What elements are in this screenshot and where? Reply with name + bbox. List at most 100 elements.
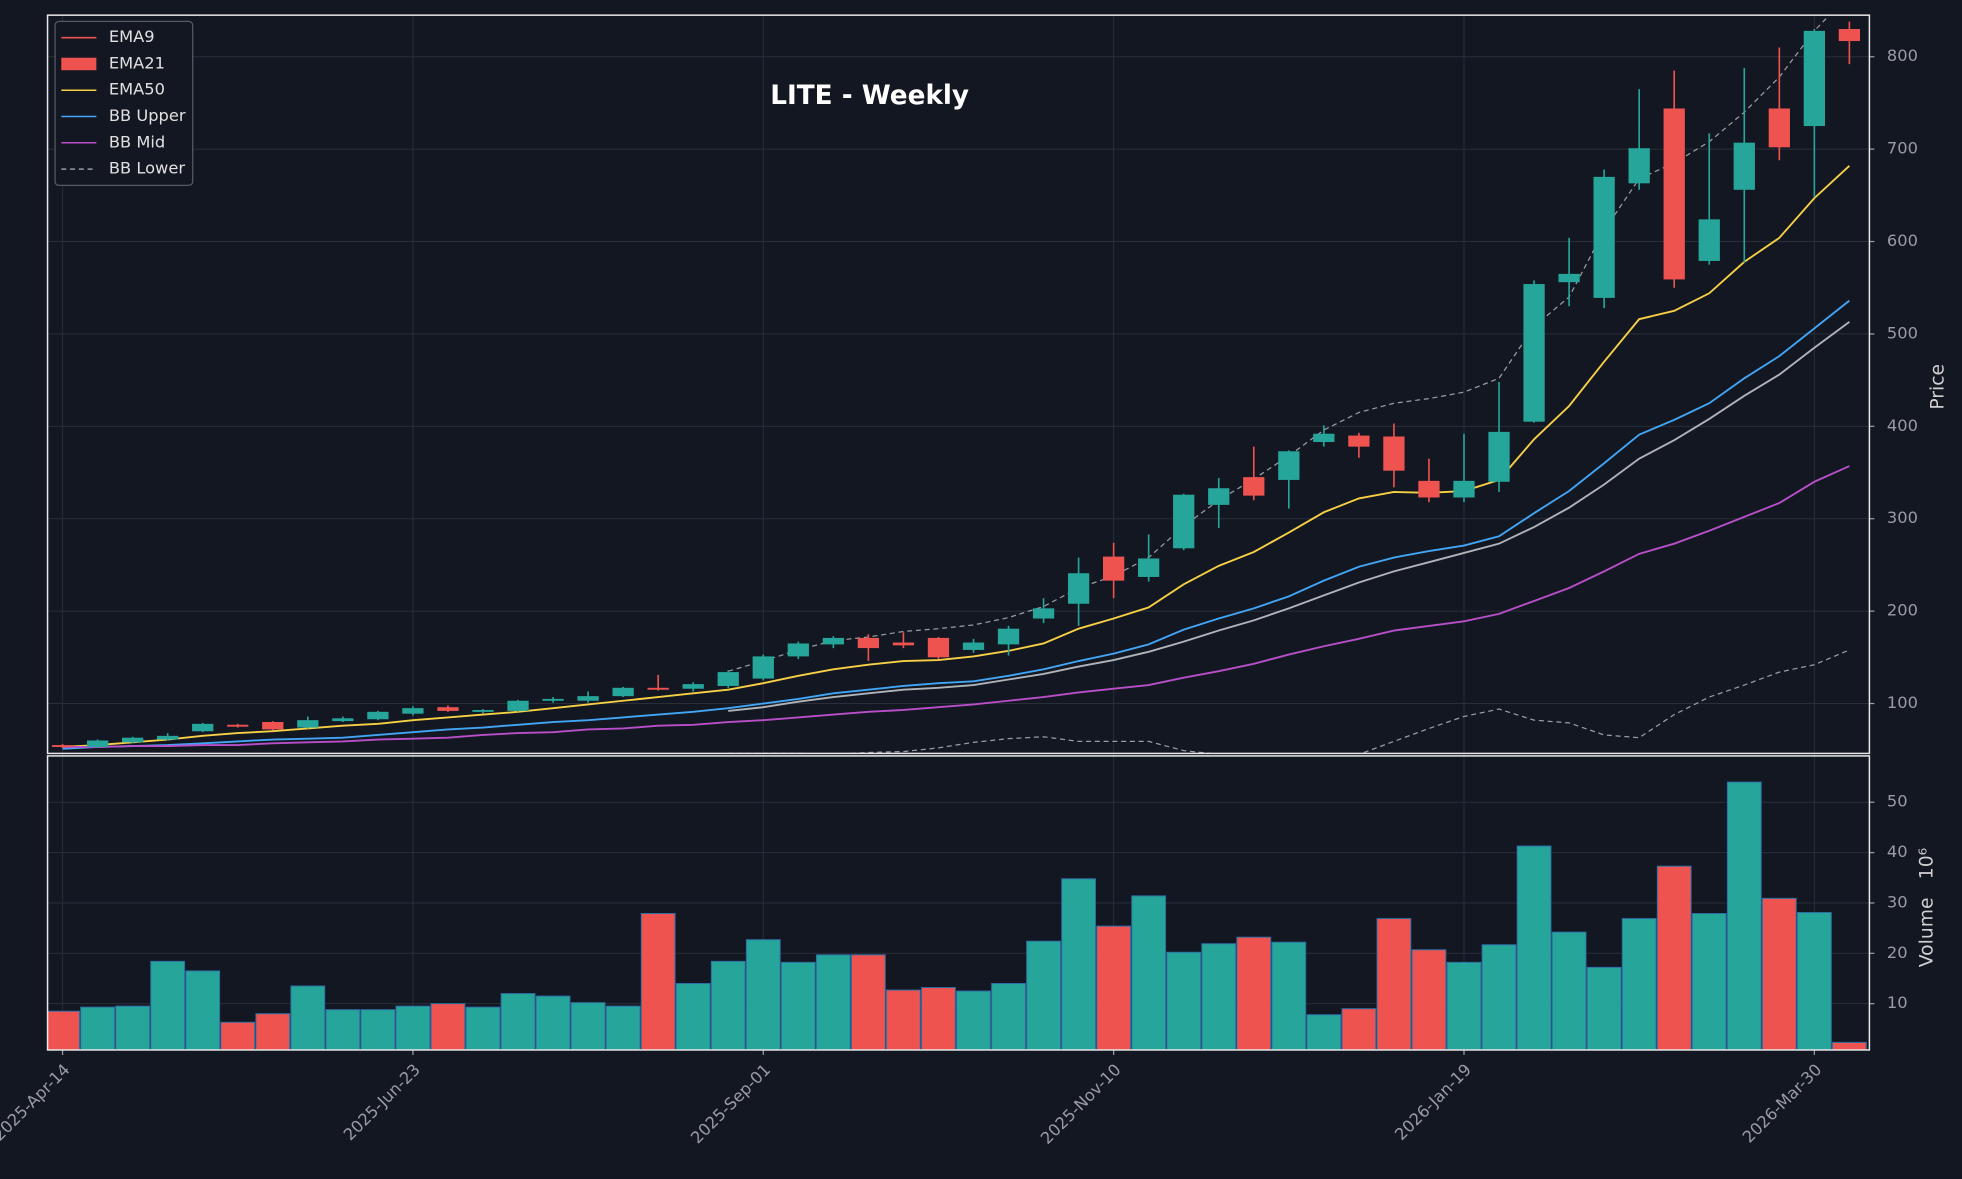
candle-layer — [51, 21, 1861, 748]
volume-layer — [47, 781, 1867, 1050]
volume-bar — [640, 913, 676, 1050]
candle-body — [262, 722, 284, 730]
volume-bar — [150, 960, 186, 1050]
volume-bar — [1341, 1008, 1377, 1050]
volume-bar — [850, 954, 886, 1050]
candle-body — [1383, 436, 1405, 471]
candle-body — [1067, 573, 1090, 604]
volume-bar — [1691, 913, 1727, 1050]
candle-body — [121, 737, 144, 743]
volume-bar — [1726, 781, 1762, 1050]
volume-bar — [535, 995, 571, 1050]
volume-bar — [1201, 943, 1237, 1050]
volume-bar — [325, 1009, 361, 1050]
volume-bar — [1516, 845, 1552, 1050]
candle-body — [51, 745, 74, 747]
volume-bar — [1586, 966, 1622, 1050]
candle-body — [1278, 451, 1300, 480]
candle-body — [1313, 433, 1335, 443]
volume-bar — [1061, 878, 1096, 1050]
price-frame — [46, 14, 1871, 755]
indicator-layer — [62, 15, 1851, 754]
volume-bar — [921, 987, 956, 1050]
candle-body — [192, 723, 214, 732]
candle-body — [1138, 558, 1160, 577]
y-tick-label: 20 — [1887, 943, 1908, 962]
candle-body — [1558, 273, 1580, 283]
volume-bar — [1096, 925, 1132, 1050]
legend-label: EMA9 — [109, 27, 155, 46]
candle-body — [752, 656, 774, 679]
indicator-line — [62, 299, 1850, 750]
volume-bar — [395, 1005, 431, 1050]
y-tick-label: 50 — [1887, 792, 1908, 811]
candle-body — [717, 672, 739, 686]
volume-bar — [1026, 940, 1061, 1050]
legend-swatch — [61, 57, 97, 71]
candle-body — [1488, 431, 1510, 482]
volume-bar — [675, 983, 711, 1050]
candle-body — [1838, 29, 1861, 42]
candle-body — [1173, 494, 1195, 549]
candle-body — [437, 707, 459, 711]
candle-body — [1663, 108, 1685, 280]
candle-body — [1733, 142, 1755, 190]
volume-bar — [1481, 944, 1517, 1050]
candle-body — [612, 687, 634, 697]
candle-body — [1032, 608, 1055, 619]
volume-bar — [185, 970, 221, 1050]
volume-frame — [46, 755, 1871, 1051]
y-tick-label: 10 — [1887, 993, 1908, 1012]
candle-body — [892, 642, 915, 646]
candle-body — [1628, 148, 1650, 184]
volume-bar — [1796, 912, 1832, 1050]
volume-bar — [1551, 931, 1587, 1050]
volume-bar — [1656, 865, 1692, 1050]
candle-body — [402, 708, 424, 714]
volume-bar — [1621, 918, 1657, 1050]
legend-label: BB Upper — [109, 106, 186, 125]
y-tick-label: 500 — [1887, 323, 1918, 342]
candle-body — [857, 637, 880, 649]
volume-offset-label: 10⁶ — [1916, 848, 1937, 879]
volume-axis-label: Volume — [1916, 897, 1937, 967]
volume-bar — [465, 1006, 501, 1050]
candle-body — [962, 642, 985, 650]
candle-body — [997, 628, 1020, 645]
volume-bar — [1271, 941, 1307, 1050]
y-tick-label: 100 — [1887, 693, 1918, 712]
y-tick-label: 600 — [1887, 231, 1918, 250]
candle-body — [1418, 480, 1440, 498]
legend: EMA9 EMA21 EMA50 BB Upper BB Mid BB Lower — [54, 20, 194, 186]
indicator-line — [62, 465, 1850, 748]
volume-bar — [1761, 897, 1797, 1050]
candle-body — [787, 643, 809, 657]
volume-bar — [80, 1006, 115, 1050]
volume-bar — [290, 985, 326, 1050]
volume-bar — [360, 1009, 396, 1050]
volume-bar — [745, 939, 781, 1050]
candle-body — [297, 720, 319, 728]
y-tick-label: 800 — [1887, 46, 1918, 65]
volume-bar — [47, 1010, 80, 1050]
candle-body — [647, 687, 669, 690]
legend-label: EMA21 — [109, 53, 165, 72]
volume-bar — [1131, 895, 1167, 1050]
candle-body — [1348, 435, 1370, 447]
volume-bar — [1411, 949, 1447, 1050]
candle-body — [86, 740, 109, 747]
y-axis-label: Price — [1928, 364, 1949, 410]
volume-bar — [815, 954, 851, 1050]
candle-body — [157, 735, 179, 740]
indicator-line — [62, 165, 1851, 748]
volume-bar — [710, 960, 746, 1050]
candle-body — [1803, 30, 1825, 127]
candle-body — [1243, 477, 1265, 496]
candle-body — [1453, 480, 1475, 498]
y-tick-label: 300 — [1887, 508, 1918, 527]
candle-body — [367, 711, 389, 720]
volume-bar — [500, 993, 536, 1050]
volume-bar — [1376, 918, 1412, 1050]
candle-body — [507, 700, 529, 711]
candle-body — [682, 684, 704, 689]
